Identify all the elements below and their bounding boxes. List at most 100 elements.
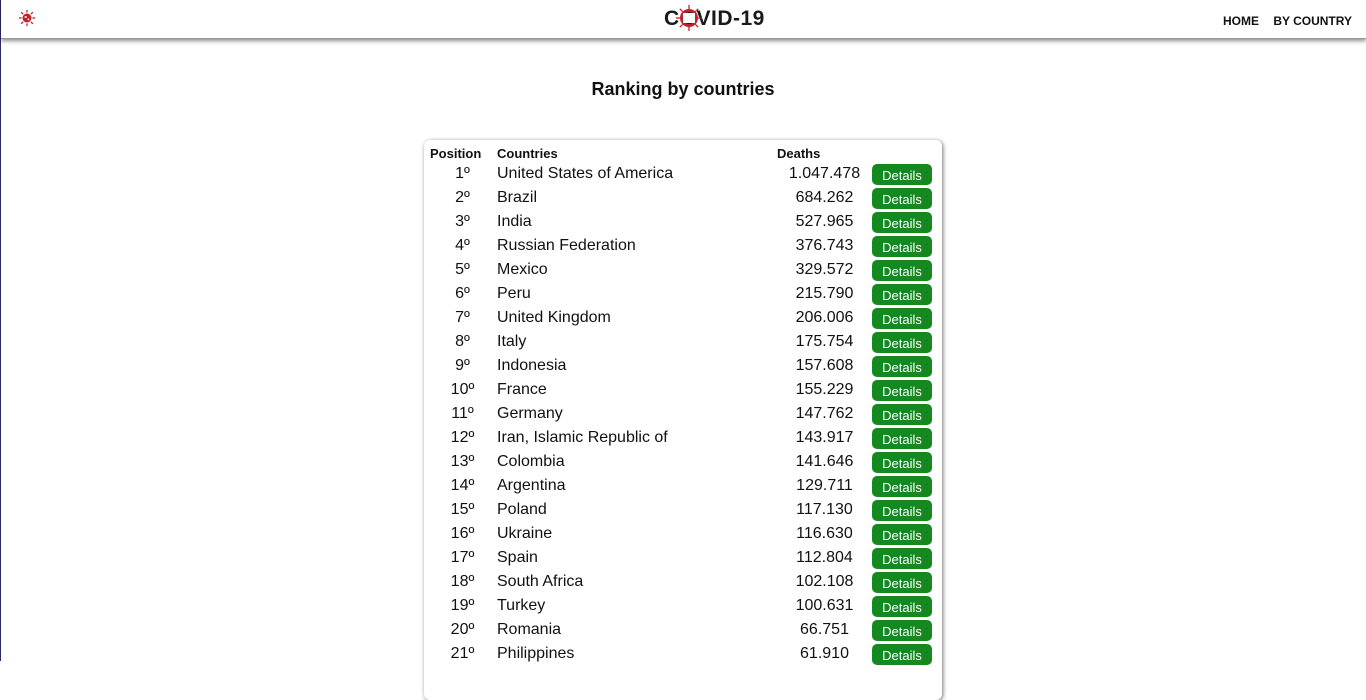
- country-name: Iran, Islamic Republic of: [497, 429, 668, 446]
- table-row: 16º Ukraine 116.630 Details: [428, 522, 942, 546]
- rank-position: 14º: [450, 477, 475, 494]
- table-row: 3º India 527.965 Details: [428, 210, 942, 234]
- details-button[interactable]: Details: [872, 427, 932, 449]
- details-cell: Details: [872, 642, 942, 666]
- country-name: France: [497, 381, 547, 398]
- death-count: 66.751: [800, 621, 849, 638]
- top-navbar: COVID-19 HOME BY COUNTRY: [1, 0, 1366, 39]
- ranking-table: Position Countries Deaths 1º United State…: [428, 144, 942, 666]
- rank-position: 18º: [450, 573, 475, 590]
- details-button[interactable]: Details: [872, 259, 932, 281]
- details-button[interactable]: Details: [872, 187, 932, 209]
- details-button[interactable]: Details: [872, 235, 932, 257]
- death-count: 329.572: [795, 261, 854, 278]
- rank-position: 16º: [450, 525, 475, 542]
- country-name: Poland: [497, 501, 547, 518]
- virus-logo-icon[interactable]: [18, 9, 36, 27]
- country-name: United States of America: [497, 165, 674, 182]
- death-count: 155.229: [795, 381, 854, 398]
- country-name: Indonesia: [497, 357, 567, 374]
- column-header-actions: [872, 144, 942, 162]
- details-button[interactable]: Details: [872, 499, 932, 521]
- details-button[interactable]: Details: [872, 595, 932, 617]
- rank-position: 1º: [455, 165, 470, 182]
- rank-position: 4º: [455, 237, 470, 254]
- rank-position: 6º: [455, 285, 470, 302]
- details-button[interactable]: Details: [872, 619, 932, 641]
- details-cell: Details: [872, 282, 942, 306]
- details-button[interactable]: Details: [872, 379, 932, 401]
- country-name: United Kingdom: [497, 309, 611, 326]
- details-button[interactable]: Details: [872, 355, 932, 377]
- death-count: 61.910: [800, 645, 849, 662]
- details-button[interactable]: Details: [872, 451, 932, 473]
- table-row: 6º Peru 215.790 Details: [428, 282, 942, 306]
- death-count: 206.006: [795, 309, 854, 326]
- country-name: Philippines: [497, 645, 575, 662]
- death-count: 215.790: [795, 285, 854, 302]
- details-button[interactable]: Details: [872, 547, 932, 569]
- rank-position: 7º: [455, 309, 470, 326]
- country-name: Peru: [497, 285, 531, 302]
- column-header-position: Position: [430, 145, 482, 161]
- details-cell: Details: [872, 570, 942, 594]
- death-count: 100.631: [795, 597, 854, 614]
- details-button[interactable]: Details: [872, 475, 932, 497]
- death-count: 141.646: [795, 453, 854, 470]
- page-title: Ranking by countries: [591, 79, 775, 99]
- table-row: 15º Poland 117.130 Details: [428, 498, 942, 522]
- details-button[interactable]: Details: [872, 403, 932, 425]
- country-name: Argentina: [497, 477, 566, 494]
- details-button[interactable]: Details: [872, 307, 932, 329]
- details-cell: Details: [872, 618, 942, 642]
- main-nav: HOME BY COUNTRY: [1212, 14, 1352, 28]
- details-cell: Details: [872, 378, 942, 402]
- country-name: Spain: [497, 549, 538, 566]
- details-cell: Details: [872, 474, 942, 498]
- virus-icon: [676, 5, 702, 31]
- details-cell: Details: [872, 234, 942, 258]
- table-row: 21º Philippines 61.910 Details: [428, 642, 942, 666]
- details-button[interactable]: Details: [872, 163, 932, 185]
- brand-logo[interactable]: COVID-19: [664, 5, 784, 34]
- death-count: 376.743: [795, 237, 854, 254]
- death-count: 116.630: [796, 525, 853, 542]
- details-button[interactable]: Details: [872, 523, 932, 545]
- country-name: Ukraine: [497, 525, 553, 542]
- country-name: Turkey: [497, 597, 546, 614]
- table-row: 12º Iran, Islamic Republic of 143.917 Detai…: [428, 426, 942, 450]
- rank-position: 5º: [455, 261, 470, 278]
- rank-position: 17º: [450, 549, 475, 566]
- rank-position: 2º: [455, 189, 470, 206]
- country-name: India: [497, 213, 532, 230]
- country-name: Brazil: [497, 189, 538, 206]
- rank-position: 9º: [455, 357, 470, 374]
- country-name: Germany: [497, 405, 563, 422]
- page-border: [0, 0, 1, 661]
- rank-position: 11º: [451, 405, 474, 422]
- rank-position: 20º: [450, 621, 475, 638]
- details-button[interactable]: Details: [872, 643, 932, 665]
- details-cell: Details: [872, 210, 942, 234]
- details-button[interactable]: Details: [872, 571, 932, 593]
- table-row: 17º Spain 112.804 Details: [428, 546, 942, 570]
- details-button[interactable]: Details: [872, 331, 932, 353]
- death-count: 147.762: [795, 405, 854, 422]
- nav-by-country-link[interactable]: BY COUNTRY: [1273, 14, 1352, 28]
- rank-position: 21º: [450, 645, 475, 662]
- death-count: 157.608: [795, 357, 854, 374]
- country-name: Mexico: [497, 261, 548, 278]
- death-count: 684.262: [795, 189, 854, 206]
- details-cell: Details: [872, 186, 942, 210]
- table-row: 11º Germany 147.762 Details: [428, 402, 942, 426]
- death-count: 129.711: [796, 477, 853, 494]
- table-row: 19º Turkey 100.631 Details: [428, 594, 942, 618]
- nav-home-link[interactable]: HOME: [1222, 14, 1259, 28]
- table-row: 10º France 155.229 Details: [428, 378, 942, 402]
- rank-position: 13º: [450, 453, 475, 470]
- death-count: 527.965: [795, 213, 854, 230]
- details-button[interactable]: Details: [872, 283, 932, 305]
- details-button[interactable]: Details: [872, 211, 932, 233]
- details-cell: Details: [872, 306, 942, 330]
- rank-position: 8º: [455, 333, 470, 350]
